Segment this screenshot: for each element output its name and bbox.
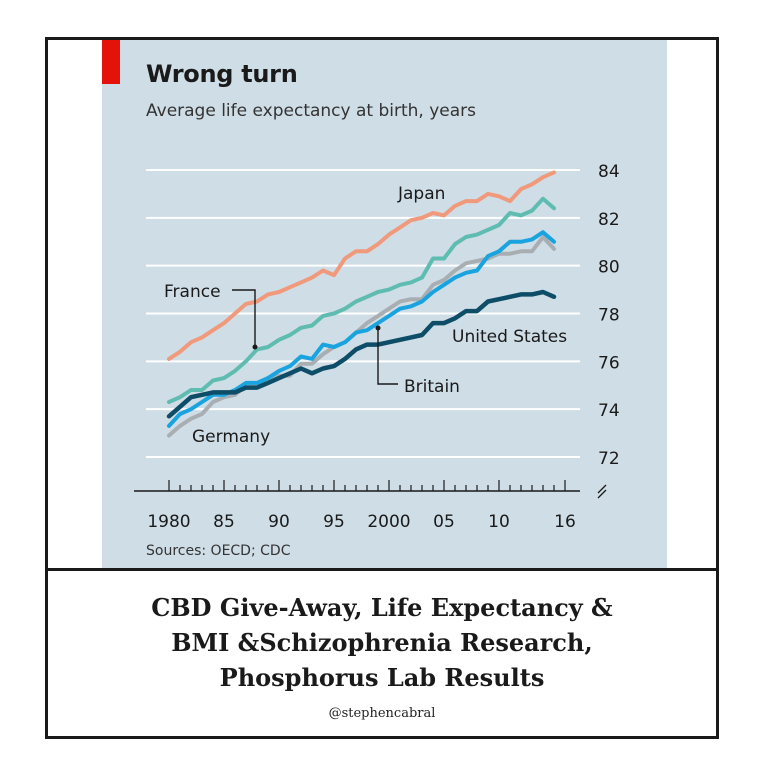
label-layer: Japan France United States Britain Germa… xyxy=(164,184,567,447)
y-tick-label-5: 82 xyxy=(598,210,620,230)
series-label-us: United States xyxy=(452,327,567,347)
grid-layer: 72 74 76 78 80 82 84 xyxy=(146,162,620,469)
series-line-japan xyxy=(167,170,556,361)
y-tick-label-3: 78 xyxy=(598,306,620,326)
x-tick-label-3: 95 xyxy=(323,512,345,532)
series-line-germany xyxy=(167,235,556,438)
chart-subtitle: Average life expectancy at birth, years xyxy=(146,101,477,121)
series-label-france: France xyxy=(164,282,221,302)
leader-dot-britain xyxy=(375,325,381,331)
x-tick-label-7: 16 xyxy=(554,512,576,532)
series-line-france xyxy=(167,196,556,404)
chart-panel xyxy=(102,40,667,570)
caption-line-1: CBD Give-Away, Life Expectancy & xyxy=(151,593,613,622)
chart-sources: Sources: OECD; CDC xyxy=(146,543,291,559)
brand-accent-tab xyxy=(102,40,120,84)
x-axis: 1980 85 90 95 2000 05 10 16 xyxy=(134,480,607,532)
y-tick-label-6: 84 xyxy=(598,162,620,182)
x-tick-label-4: 2000 xyxy=(367,512,410,532)
series-label-japan: Japan xyxy=(397,184,445,204)
leader-dot-france xyxy=(252,344,258,350)
y-tick-label-4: 80 xyxy=(598,258,620,278)
chart-title: Wrong turn xyxy=(146,60,298,88)
leader-britain xyxy=(377,328,398,385)
series-label-germany: Germany xyxy=(192,427,270,447)
y-tick-label-1: 74 xyxy=(598,401,620,421)
series-line-united-states xyxy=(166,289,557,419)
caption-block: CBD Give-Away, Life Expectancy & BMI &Sc… xyxy=(48,590,716,695)
caption-line-2: BMI &Schizophrenia Research, xyxy=(171,628,593,657)
author-handle: @stephencabral xyxy=(328,706,436,721)
series-layer xyxy=(166,170,557,438)
y-tick-label-0: 72 xyxy=(598,449,620,469)
axis-break-icon xyxy=(597,484,607,499)
x-tick-label-1: 85 xyxy=(213,512,235,532)
series-label-britain: Britain xyxy=(404,377,460,397)
leader-france xyxy=(232,289,256,347)
x-tick-label-5: 05 xyxy=(433,512,455,532)
x-tick-label-6: 10 xyxy=(488,512,510,532)
caption-divider xyxy=(45,568,719,571)
caption-line-3: Phosphorus Lab Results xyxy=(219,663,545,692)
x-tick-label-0: 1980 xyxy=(147,512,190,532)
x-tick-label-2: 90 xyxy=(268,512,290,532)
y-tick-label-2: 76 xyxy=(598,353,620,373)
